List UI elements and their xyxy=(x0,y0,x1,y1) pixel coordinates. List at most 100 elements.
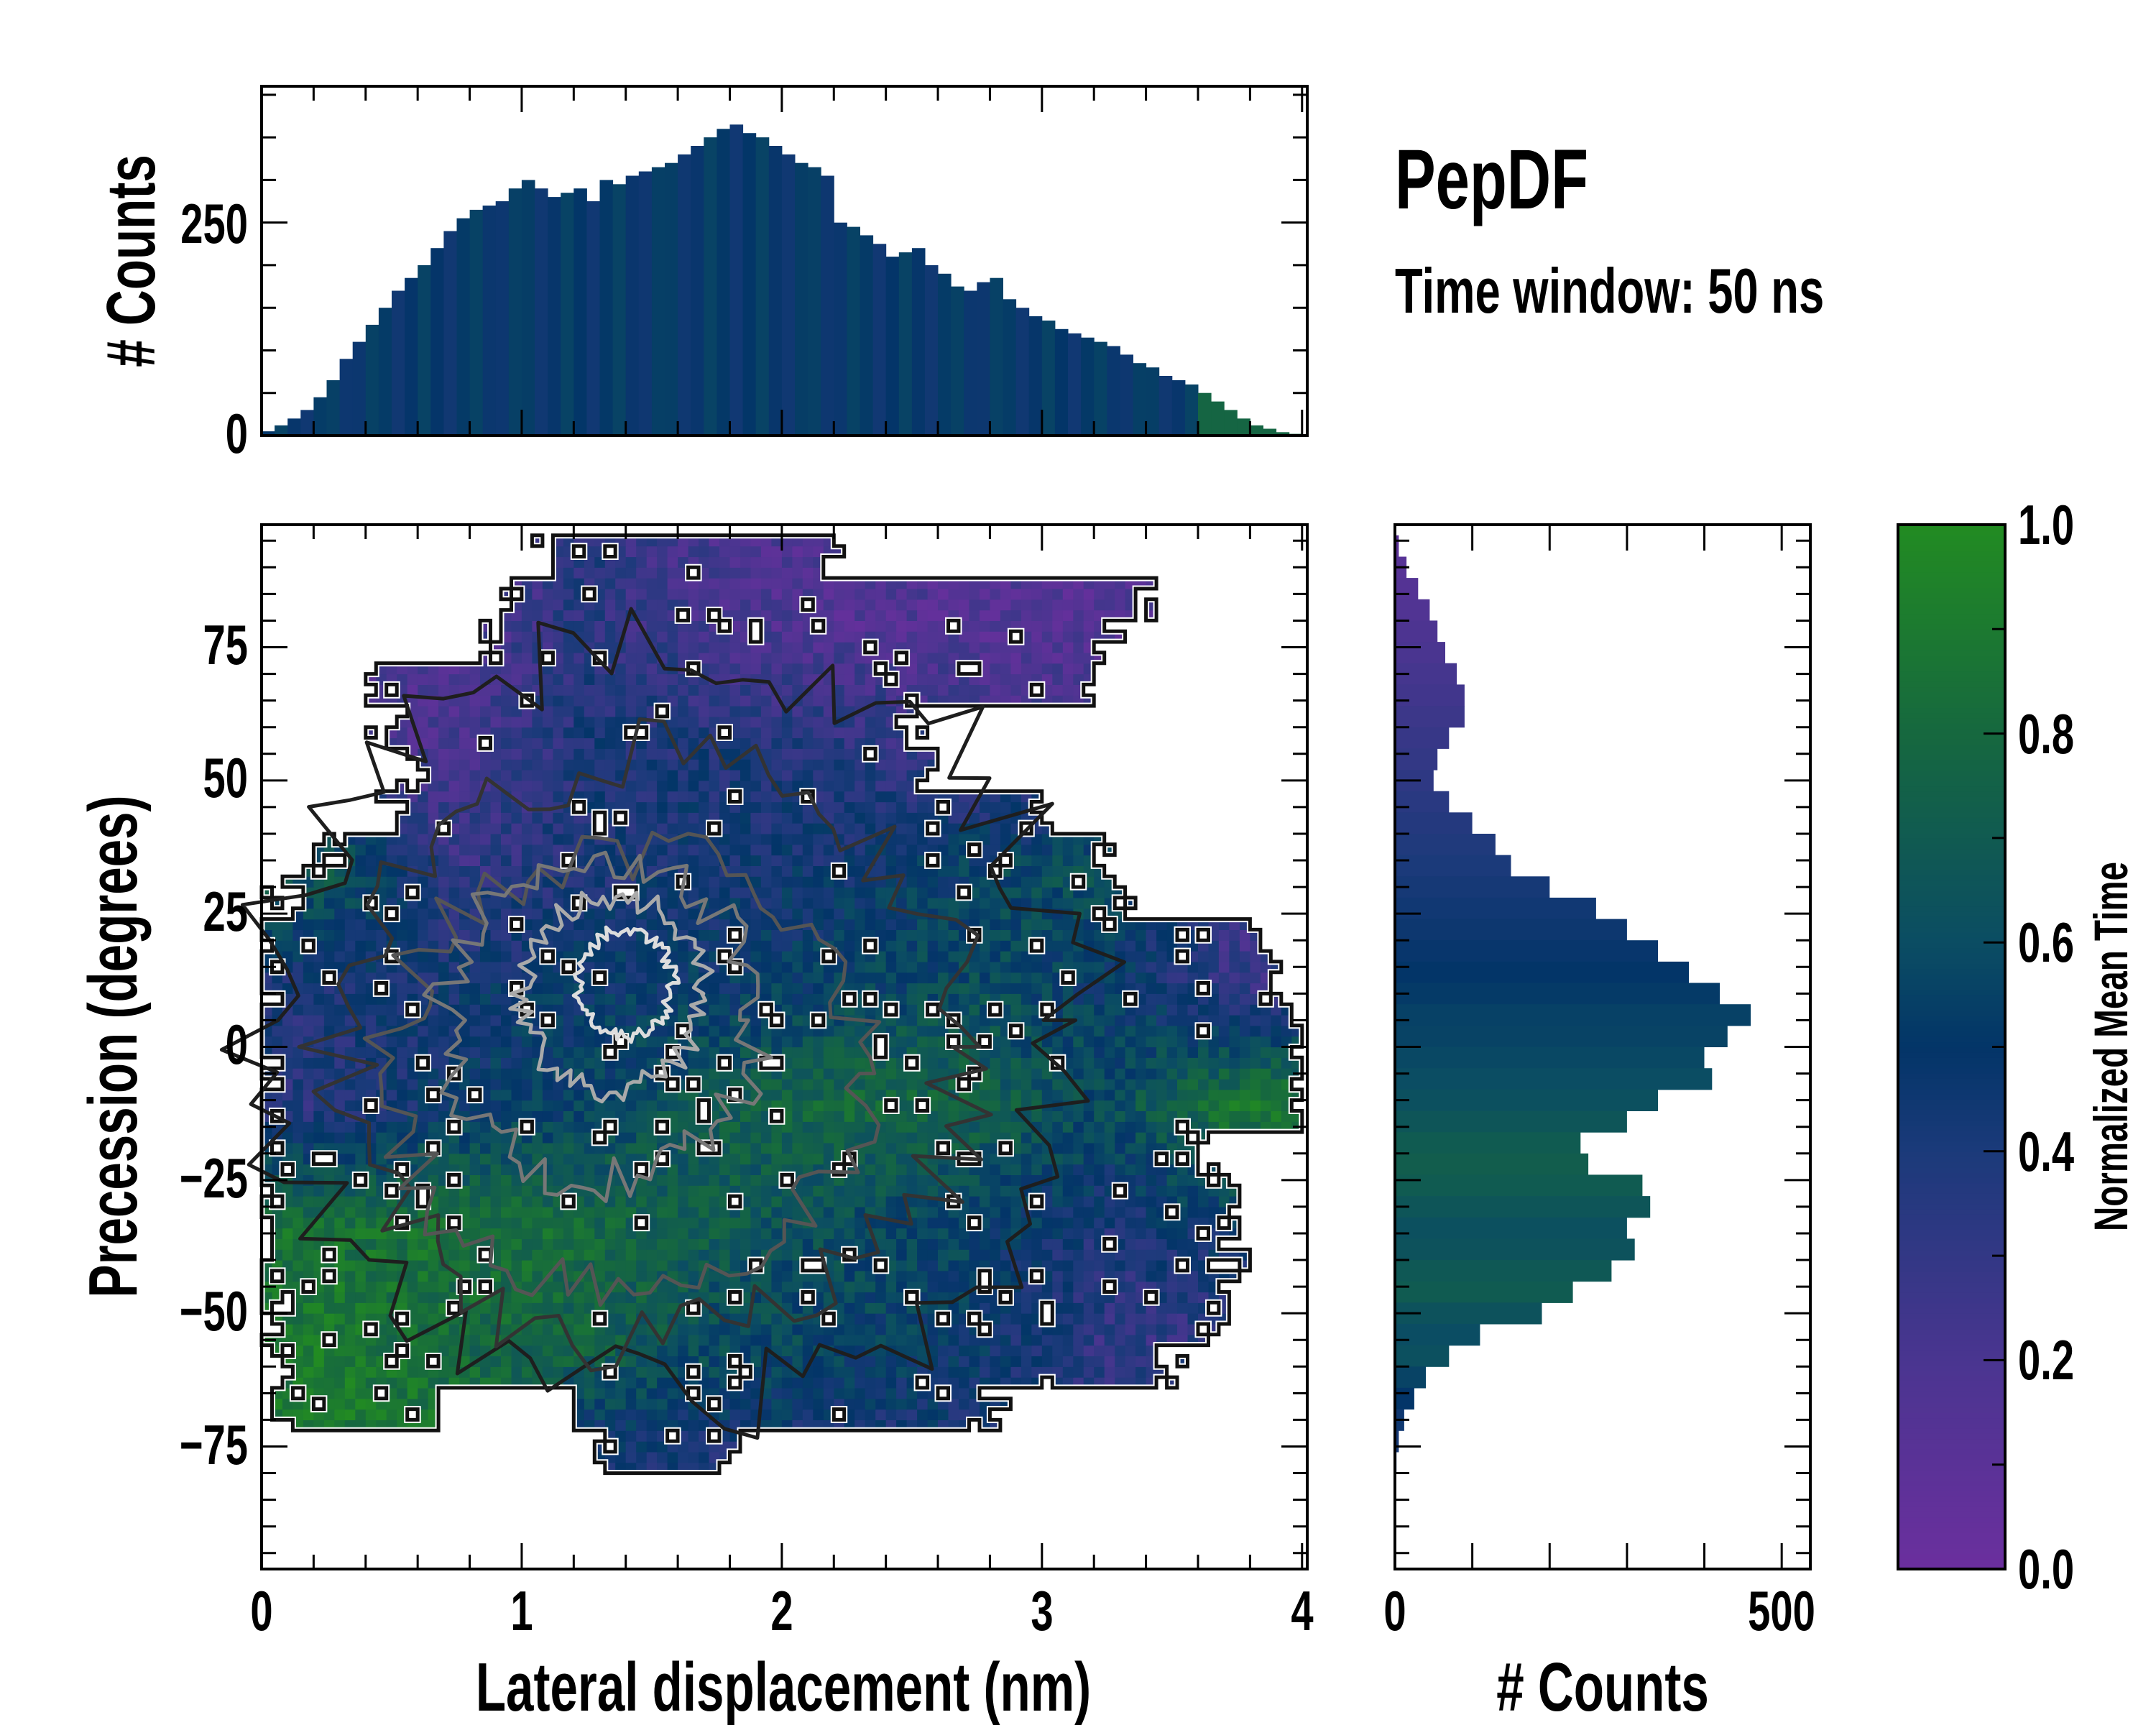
heatmap-cell xyxy=(604,1270,616,1282)
heatmap-cell xyxy=(625,1057,637,1069)
heatmap-cell xyxy=(709,1185,720,1197)
heatmap-cell xyxy=(1135,1025,1147,1037)
heatmap-cell xyxy=(1260,1015,1271,1026)
heatmap-cell xyxy=(469,1004,481,1016)
heatmap-cell xyxy=(990,1164,1001,1175)
heatmap-cell xyxy=(1218,972,1230,984)
heatmap-cell xyxy=(771,801,783,813)
heatmap-cell xyxy=(532,1302,543,1314)
heatmap-cell xyxy=(1041,961,1053,973)
heatmap-cell xyxy=(688,1228,699,1239)
heatmap-cell xyxy=(927,1238,939,1250)
heatmap-cell xyxy=(854,1121,866,1133)
heatmap-cell xyxy=(469,1025,481,1037)
heatmap-cell xyxy=(771,887,783,898)
heatmap-cell xyxy=(511,1100,522,1111)
heatmap-cell xyxy=(615,1249,627,1261)
heatmap-cell xyxy=(771,1142,783,1154)
heatmap-cell xyxy=(323,897,335,909)
heatmap-cell xyxy=(802,993,814,1005)
heatmap-cell xyxy=(636,801,648,813)
heatmap-cell xyxy=(615,1004,627,1016)
heatmap-cell xyxy=(678,1228,689,1239)
heatmap-cell xyxy=(1031,961,1043,973)
heatmap-cell xyxy=(490,1196,502,1208)
heatmap-cell xyxy=(906,972,918,984)
heatmap-cell xyxy=(948,1270,959,1282)
heatmap-cell xyxy=(1146,1004,1157,1016)
heatmap-cell xyxy=(823,1089,834,1101)
heatmap-cell xyxy=(490,865,502,877)
heatmap-cell xyxy=(854,1079,866,1090)
heatmap-cell xyxy=(1218,940,1230,952)
heatmap-cell xyxy=(1229,993,1240,1005)
heatmap-cell xyxy=(802,929,814,941)
heatmap-cell xyxy=(667,823,678,834)
heatmap-cell xyxy=(1146,951,1157,962)
heatmap-cell xyxy=(1073,1068,1084,1080)
heatmap-cell xyxy=(885,951,897,962)
heatmap-cell xyxy=(729,1217,741,1229)
heatmap-cell xyxy=(542,1142,553,1154)
heatmap-cell xyxy=(1146,961,1157,973)
heatmap-cell xyxy=(532,1260,543,1271)
heatmap-cell xyxy=(1052,876,1064,888)
heatmap-cell xyxy=(355,1260,367,1271)
heatmap-cell xyxy=(865,1089,876,1101)
heatmap-cell xyxy=(282,1036,294,1048)
heatmap-cell xyxy=(917,1206,929,1218)
heatmap-cell xyxy=(1115,972,1126,984)
heatmap-cell xyxy=(1073,1046,1084,1058)
heatmap-cell xyxy=(334,1228,346,1239)
heatmap-cell xyxy=(948,834,959,845)
heatmap-cell xyxy=(896,855,908,866)
heatmap-cell xyxy=(729,1142,741,1154)
heatmap-cell xyxy=(594,1068,606,1080)
heatmap-cell xyxy=(490,844,502,856)
heatmap-cell xyxy=(938,961,949,973)
heatmap-cell xyxy=(1239,951,1250,962)
heatmap-cell xyxy=(313,897,325,909)
heatmap-cell xyxy=(521,1366,533,1378)
heatmap-cell xyxy=(927,876,939,888)
heatmap-cell xyxy=(501,1249,512,1261)
heatmap-cell xyxy=(688,1409,699,1420)
heatmap-cell xyxy=(875,897,887,909)
heatmap-cell xyxy=(553,1110,564,1122)
heatmap-cell xyxy=(1010,919,1022,930)
heatmap-cell xyxy=(813,1366,824,1378)
heatmap-cell xyxy=(885,1068,897,1080)
heatmap-cell xyxy=(927,1057,939,1069)
heatmap-cell xyxy=(885,940,897,952)
heatmap-cell xyxy=(344,1100,356,1111)
heatmap-cell xyxy=(636,1046,648,1058)
heatmap-cell xyxy=(604,1260,616,1271)
heatmap-cell xyxy=(636,812,648,824)
heatmap-cell xyxy=(885,1174,897,1186)
heatmap-cell xyxy=(1156,1313,1168,1325)
heatmap-cell xyxy=(1041,855,1053,866)
heatmap-cell xyxy=(1094,1015,1105,1026)
heatmap-cell xyxy=(990,951,1001,962)
heatmap-cell xyxy=(980,897,991,909)
heatmap-cell xyxy=(792,1153,803,1165)
heatmap-cell xyxy=(438,1025,450,1037)
heatmap-cell xyxy=(760,1142,772,1154)
heatmap-cell xyxy=(344,1302,356,1314)
heatmap-cell xyxy=(563,1025,574,1037)
heatmap-cell xyxy=(636,1334,648,1346)
heatmap-cell xyxy=(750,1036,762,1048)
heatmap-cell xyxy=(760,1132,772,1144)
heatmap-cell xyxy=(365,1206,377,1218)
heatmap-cell xyxy=(844,1377,855,1389)
heatmap-cell xyxy=(418,834,429,845)
heatmap-cell xyxy=(865,1398,876,1410)
heatmap-cell xyxy=(428,876,439,888)
heatmap-cell xyxy=(344,1249,356,1261)
heatmap-cell xyxy=(699,1217,710,1229)
heatmap-cell xyxy=(573,1249,585,1261)
heatmap-cell xyxy=(906,812,918,824)
heatmap-cell xyxy=(646,919,658,930)
heatmap-cell xyxy=(615,1260,627,1271)
heatmap-cell xyxy=(292,1249,304,1261)
